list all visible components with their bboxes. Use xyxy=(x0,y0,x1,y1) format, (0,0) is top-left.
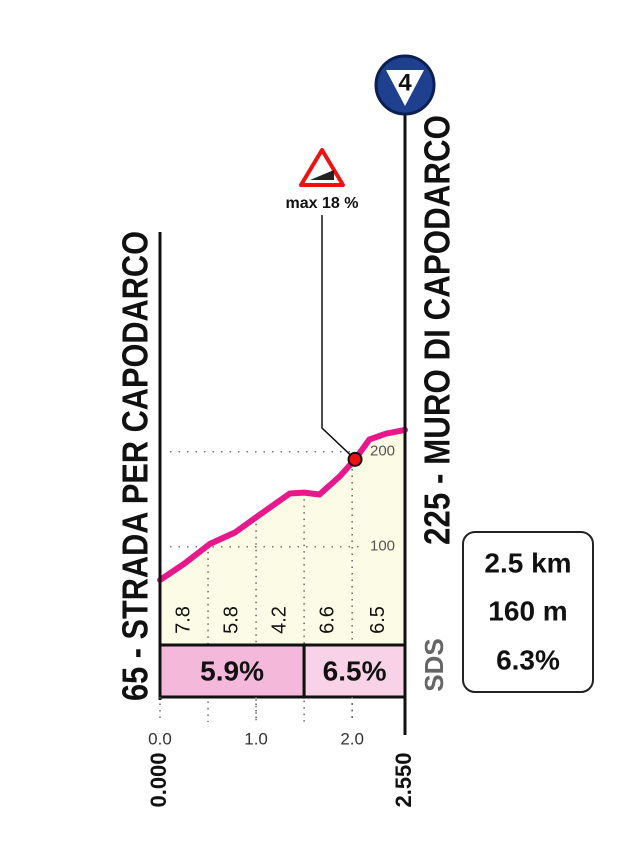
logo: SDS xyxy=(419,638,449,691)
badge-triangle xyxy=(386,70,424,106)
end-name: 225 - MURO DI CAPODARCO xyxy=(417,115,458,545)
segment-gradient: 7.8 xyxy=(172,606,194,634)
x-tick-label: 0.0 xyxy=(148,729,172,748)
max-icon xyxy=(310,170,334,180)
y-tick-label: 100 xyxy=(370,538,395,555)
stat: 2.5 km xyxy=(484,547,571,578)
start-name: 65 - STRADA PER CAPODARCO xyxy=(115,231,156,701)
sector-label: 5.9% xyxy=(200,655,264,686)
max-point xyxy=(347,451,363,467)
max-pointer xyxy=(321,215,356,460)
max-label: max 18 % xyxy=(286,195,359,212)
x-tick-label: 1.0 xyxy=(244,729,268,748)
x-tick-label: 2.0 xyxy=(340,729,364,748)
info-box xyxy=(462,531,594,693)
profile-area xyxy=(160,429,405,645)
segment-gradient: 6.6 xyxy=(316,606,338,634)
stat: 160 m xyxy=(488,595,567,626)
sector-label: 6.5% xyxy=(323,655,387,686)
badge-number: 4 xyxy=(398,69,412,96)
y-tick-label: 200 xyxy=(370,443,395,460)
stat: 6.3% xyxy=(496,644,560,675)
segment-gradient: 5.8 xyxy=(220,606,242,634)
segment-gradient: 4.2 xyxy=(268,606,290,634)
km-label: 0.000 xyxy=(146,752,171,807)
segment-gradient: 6.5 xyxy=(367,606,389,634)
km-label: 2.550 xyxy=(391,752,416,807)
profile-line xyxy=(157,426,408,583)
